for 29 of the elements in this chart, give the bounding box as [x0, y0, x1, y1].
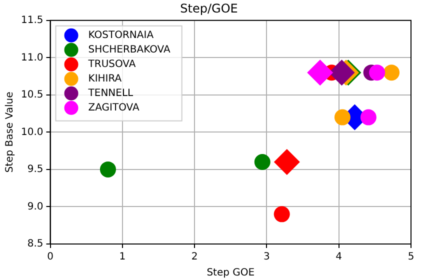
x-tick-label: 5 [408, 252, 414, 263]
y-tick-label: 11.5 [21, 14, 44, 26]
point [254, 154, 270, 170]
legend-label: TRUSOVA [87, 58, 136, 70]
x-tick-label: 2 [191, 252, 198, 263]
y-tick-label: 9.5 [27, 164, 44, 176]
y-tick-label: 10.0 [21, 126, 44, 138]
point [384, 64, 400, 81]
x-tick-label: 1 [119, 252, 126, 263]
chart-title: Step/GOE [180, 1, 238, 16]
y-axis-title: Step Base Value [4, 92, 16, 173]
legend-label: KOSTORNAIA [88, 30, 154, 41]
legend-label: SHCHERBAKOVA [88, 44, 171, 56]
y-tick-label: 9.0 [27, 201, 44, 212]
x-tick-label: 3 [264, 252, 270, 263]
point [360, 109, 376, 126]
legend-label: ZAGITOVA [88, 102, 140, 114]
x-tick-label: 0 [47, 252, 54, 263]
legend-label: KIHIRA [88, 73, 122, 84]
point [274, 206, 290, 222]
point [369, 64, 386, 81]
x-axis-title: Step GOE [206, 268, 255, 279]
point [100, 161, 116, 178]
y-tick-label: 8.5 [27, 238, 44, 250]
legend-label: TENNELL [87, 88, 134, 99]
x-tick-label: 4 [336, 252, 342, 263]
y-tick-label: 11.0 [21, 52, 44, 64]
point [334, 109, 350, 126]
y-tick-label: 10.5 [21, 90, 44, 101]
